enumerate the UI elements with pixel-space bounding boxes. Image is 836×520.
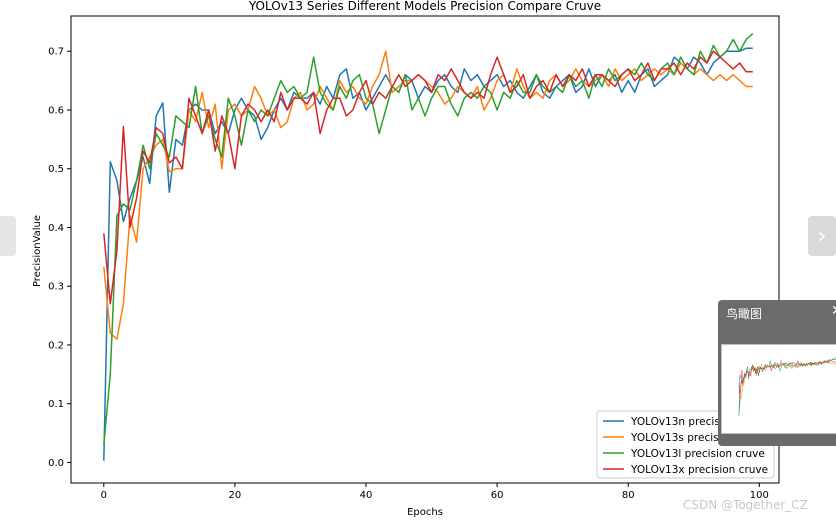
chart-title: YOLOv13 Series Different Models Precisio… <box>248 0 601 13</box>
next-arrow-button[interactable]: › <box>808 216 836 256</box>
series-line-3 <box>103 50 753 305</box>
y-tick-label: 0.6 <box>48 105 64 116</box>
minimap-series-1 <box>738 359 836 400</box>
chevron-right-icon: › <box>817 223 827 249</box>
x-tick-label: 20 <box>229 490 242 501</box>
x-tick-label: 60 <box>491 490 504 501</box>
minimap-thumbnail <box>738 357 836 416</box>
y-tick-label: 0.5 <box>48 164 64 175</box>
minimap-title: 鸟瞰图 <box>726 307 763 321</box>
y-axis: 0.0 0.1 0.2 0.3 0.4 0.5 0.6 0.7 <box>48 47 71 469</box>
legend-label-2: YOLOv13l precision cruve <box>630 448 765 460</box>
series-layer <box>103 33 754 461</box>
series-line-0 <box>103 47 753 461</box>
x-tick-label: 40 <box>360 490 373 501</box>
x-axis-label: Epochs <box>407 507 443 518</box>
x-tick-label: 0 <box>101 490 107 501</box>
watermark: CSDN @Together_CZ <box>683 498 808 512</box>
y-axis-label: PrecisionValue <box>32 215 43 287</box>
plot-frame <box>70 15 780 484</box>
minimap-panel[interactable]: 鸟瞰图 ✕ <box>718 300 836 446</box>
y-tick-label: 0.7 <box>48 47 64 58</box>
y-tick-label: 0.4 <box>48 223 64 234</box>
legend-label-3: YOLOv13x precision cruve <box>630 464 768 476</box>
x-tick-label: 100 <box>750 490 769 501</box>
minimap-series-3 <box>738 359 836 395</box>
y-tick-label: 0.1 <box>48 399 64 410</box>
series-line-1 <box>103 50 753 340</box>
y-tick-label: 0.3 <box>48 282 64 293</box>
minimap-preview[interactable] <box>721 344 836 434</box>
close-icon[interactable]: ✕ <box>831 303 836 319</box>
x-axis: 0 20 40 60 80 100 <box>101 483 769 501</box>
y-tick-label: 0.0 <box>48 458 64 469</box>
x-tick-label: 80 <box>622 490 635 501</box>
previous-arrow-button[interactable] <box>0 216 16 256</box>
y-tick-label: 0.2 <box>48 340 64 351</box>
